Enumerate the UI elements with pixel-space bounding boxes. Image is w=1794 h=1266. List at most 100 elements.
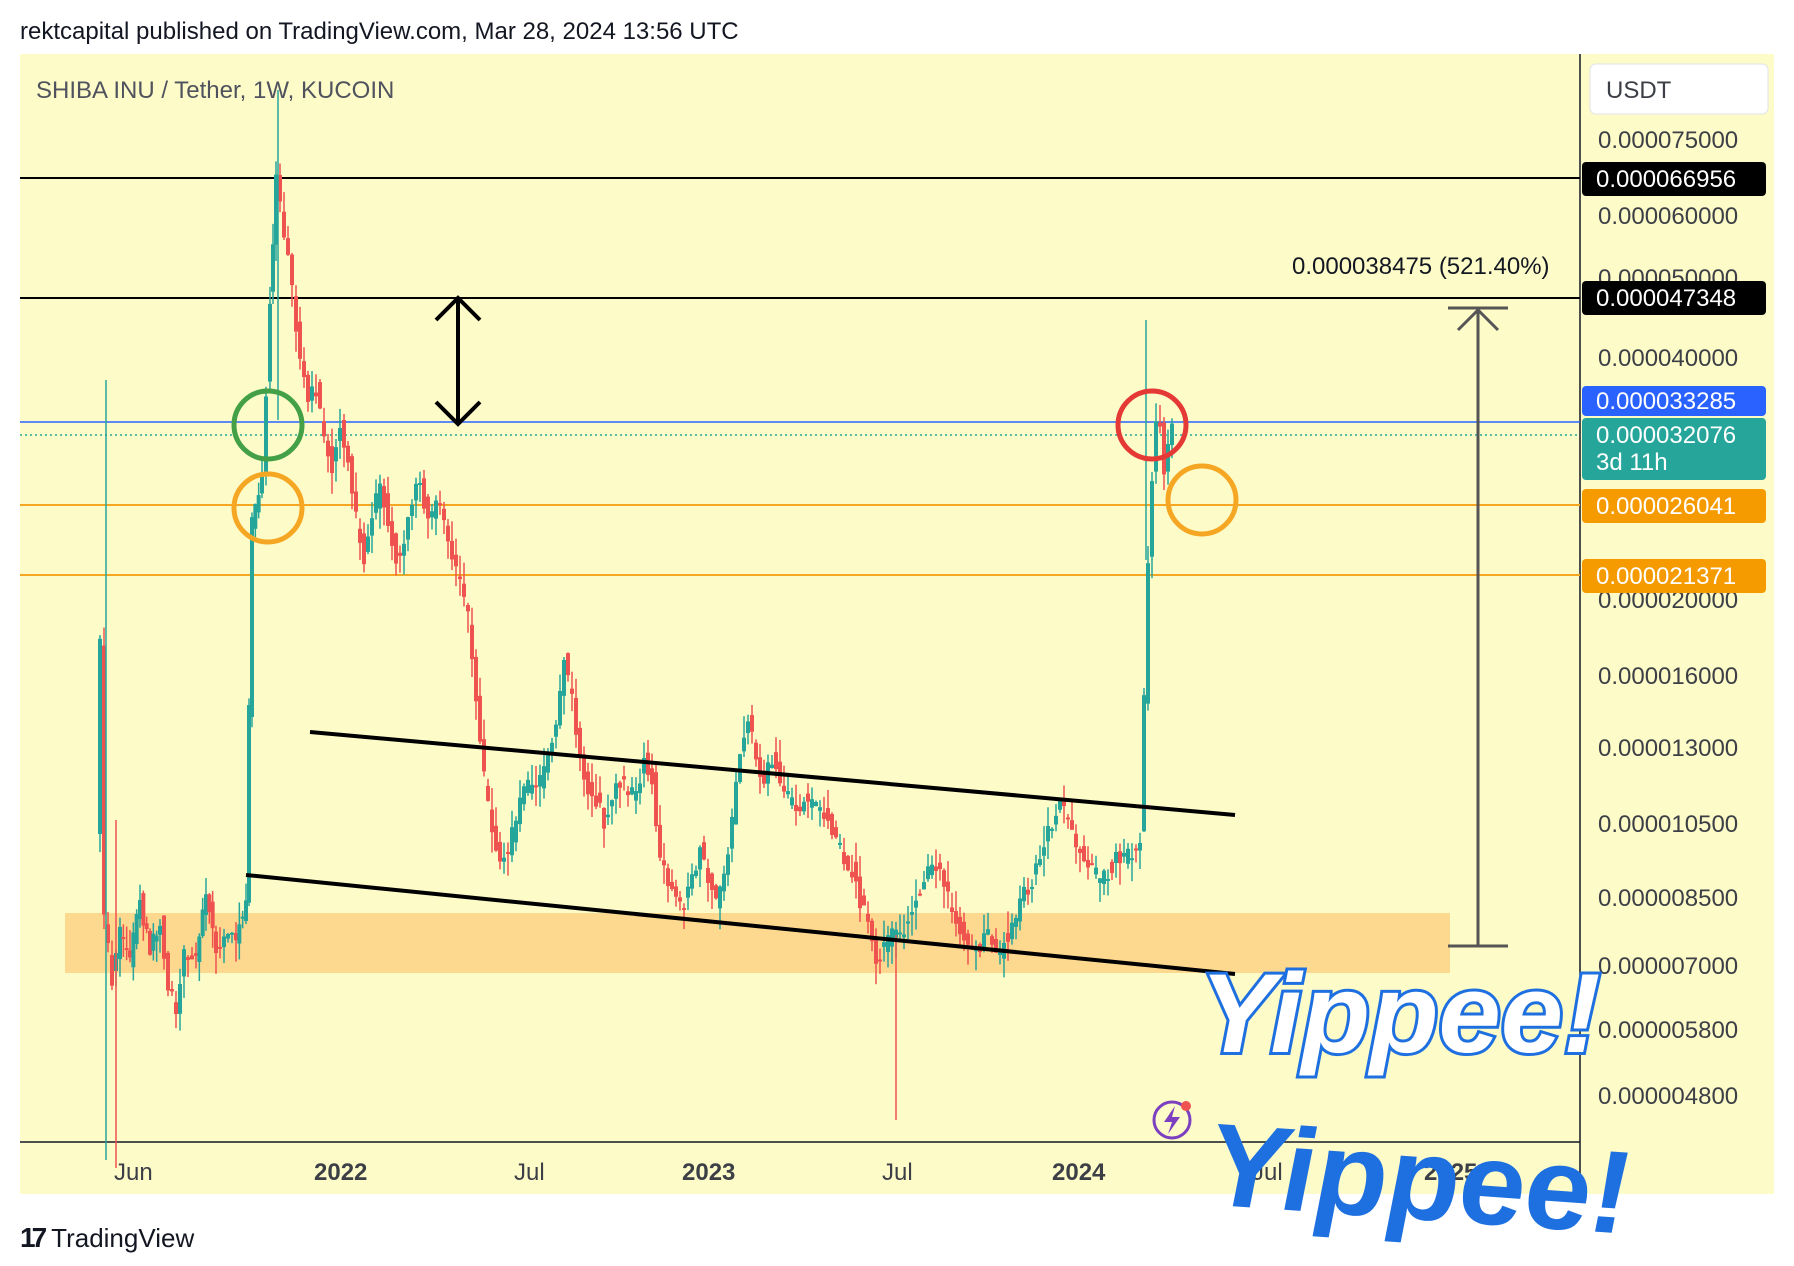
- tradingview-logo[interactable]: 17 TradingView: [20, 1222, 194, 1254]
- candle-body: [858, 876, 862, 909]
- candle-body: [574, 697, 578, 735]
- candle-body: [930, 864, 934, 876]
- candle-body: [594, 795, 598, 807]
- candle-body: [494, 825, 498, 851]
- measure-arrow[interactable]: [1448, 306, 1508, 948]
- chart-background: [20, 54, 1580, 1194]
- green-circle-marker[interactable]: [231, 388, 305, 462]
- yippee-sticker[interactable]: Yippee! Yippee!: [1197, 948, 1630, 1260]
- candle-body: [458, 576, 462, 580]
- candle-body: [474, 656, 478, 702]
- tradingview-logo-text: TradingView: [51, 1222, 195, 1253]
- candle-body: [798, 806, 802, 812]
- candle-body: [754, 742, 758, 760]
- candle-body: [1046, 826, 1050, 842]
- candle-body: [890, 928, 894, 947]
- candle-body: [558, 690, 562, 726]
- candle-body: [502, 857, 506, 862]
- candle-body: [590, 782, 594, 797]
- candle-body: [670, 882, 674, 889]
- candle-body: [874, 939, 878, 964]
- candle-body: [240, 916, 245, 919]
- countdown-text: 3d 11h: [1596, 449, 1668, 476]
- candle-body: [330, 446, 334, 474]
- currency-box[interactable]: [1589, 63, 1769, 115]
- candle-body: [418, 482, 422, 485]
- time-axis[interactable]: Jun 2022 Jul 2023 Jul 2024 Jul 2025: [114, 1159, 1477, 1186]
- candle-body: [1114, 851, 1118, 863]
- candle-body: [470, 624, 474, 660]
- time-tick: Jul: [514, 1159, 545, 1186]
- candle-body: [358, 528, 362, 543]
- candle-body: [1018, 898, 1022, 922]
- candle-body: [542, 766, 546, 789]
- candle-body: [794, 804, 798, 812]
- candle-body: [1082, 846, 1086, 862]
- candle-body: [170, 989, 174, 992]
- candle-body: [338, 427, 342, 441]
- candle-body: [286, 238, 290, 255]
- candle-body: [562, 659, 566, 696]
- candle-body: [862, 895, 866, 906]
- candle-body: [514, 820, 518, 843]
- candle-body: [918, 893, 922, 896]
- lightning-icon[interactable]: [1152, 1100, 1192, 1140]
- candle-body: [614, 783, 618, 799]
- candle-body: [182, 949, 186, 977]
- orange-circle-marker-right[interactable]: [1165, 463, 1239, 537]
- candle-body: [566, 653, 570, 676]
- candle-body: [366, 536, 370, 552]
- channel-upper-line[interactable]: [309, 730, 1236, 817]
- candle-body: [554, 724, 558, 737]
- candle-body: [166, 952, 170, 991]
- candle-body: [98, 638, 102, 835]
- candle-body: [446, 525, 450, 542]
- candle-body: [200, 909, 205, 937]
- candle-body: [138, 899, 142, 920]
- price-tick: 0.000060000: [1598, 203, 1738, 230]
- candle-body: [218, 946, 222, 949]
- channel-lower-line[interactable]: [245, 873, 1236, 976]
- candle-body: [938, 862, 942, 870]
- candle-body: [207, 894, 212, 913]
- orange-circle-marker-left[interactable]: [231, 471, 305, 545]
- candle-body: [650, 768, 654, 785]
- candle-body: [442, 508, 446, 521]
- candle-body: [197, 936, 202, 963]
- candle-body: [1166, 444, 1170, 472]
- candle-body: [634, 791, 638, 801]
- last-price-text: 0.000032076: [1596, 422, 1736, 449]
- candle-body: [274, 174, 278, 245]
- price-axis[interactable]: 0.000075000 0.000060000 0.000050000 0.00…: [1598, 127, 1738, 1110]
- candle-body: [934, 866, 938, 871]
- candle-body: [1158, 422, 1162, 427]
- candle-body: [906, 921, 910, 924]
- candle-body: [842, 852, 846, 865]
- candle-body: [106, 924, 110, 944]
- candle-body: [250, 517, 254, 717]
- time-tick: 2023: [682, 1159, 735, 1186]
- support-zone[interactable]: [65, 913, 1450, 973]
- candle-body: [134, 913, 139, 944]
- candle-body: [782, 785, 786, 792]
- candle-body: [1162, 422, 1166, 475]
- time-tick: Jul: [882, 1159, 913, 1186]
- candle-body: [506, 851, 510, 854]
- candle-body: [682, 907, 686, 910]
- candle-body: [430, 511, 434, 518]
- publish-header: rektcapital published on TradingView.com…: [20, 18, 739, 45]
- currency-label: USDT: [1606, 77, 1672, 104]
- candle-body: [226, 933, 230, 939]
- price-tag-66956-text: 0.000066956: [1596, 166, 1736, 193]
- candle-body: [1110, 861, 1114, 873]
- candle-body: [271, 244, 275, 292]
- price-tag-47348-text: 0.000047348: [1596, 285, 1736, 312]
- candle-body: [570, 688, 574, 694]
- candle-body: [946, 881, 950, 892]
- red-circle-marker[interactable]: [1115, 388, 1189, 462]
- candle-body: [726, 854, 730, 875]
- range-double-arrow[interactable]: [434, 295, 482, 427]
- candle-body: [1070, 820, 1074, 830]
- candle-body: [204, 894, 208, 915]
